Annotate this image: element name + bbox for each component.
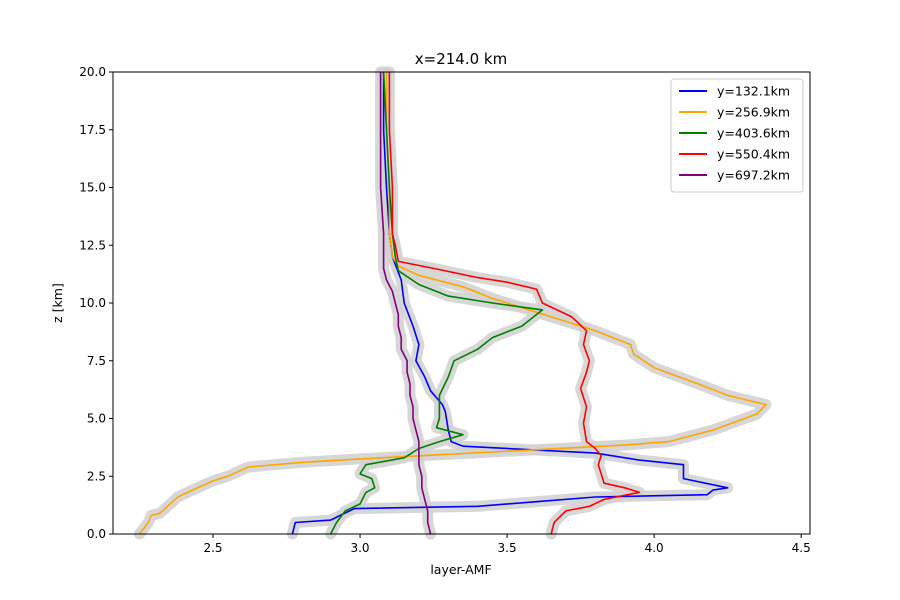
y-tick-label-7: 17.5 [79,123,106,137]
x-tick-label-4: 4.5 [792,541,811,555]
chart-title: x=214.0 km [415,50,507,68]
y-tick-label-6: 15.0 [79,181,106,195]
x-tick-label-2: 3.5 [498,541,517,555]
series-line-4 [379,72,432,535]
series-lines [138,71,767,535]
x-tick-label-3: 4.0 [645,541,664,555]
legend-label-4: y=697.2km [717,168,790,183]
y-axis-ticks: 0.0 2.5 5.0 7.5 10.0 12.5 15.0 17.5 20.0 [79,65,113,541]
legend: y=132.1km y=256.9km y=403.6km y=550.4km y=69… [670,78,804,193]
legend-label-2: y=403.6km [717,126,790,141]
x-axis-label: layer-AMF [430,562,491,577]
y-tick-label-1: 2.5 [87,469,106,483]
series-band-2 [325,66,548,540]
y-tick-label-8: 20.0 [79,65,106,79]
series-line-3 [388,72,641,535]
series-line-2 [329,71,544,535]
y-tick-label-4: 10.0 [79,296,106,310]
y-axis-label: z [km] [50,283,65,323]
x-axis-ticks: 2.5 3.0 3.5 4.0 4.5 [203,534,811,555]
legend-label-0: y=132.1km [717,84,790,99]
y-tick-label-3: 7.5 [87,354,106,368]
series-line-0 [291,72,729,535]
x-tick-label-0: 2.5 [203,541,222,555]
x-tick-label-1: 3.0 [350,541,369,555]
legend-label-1: y=256.9km [717,105,790,120]
y-tick-label-2: 5.0 [87,412,106,426]
legend-label-3: y=550.4km [717,147,790,162]
y-tick-label-5: 12.5 [79,238,106,252]
legend-box [670,78,804,193]
series-line-1 [138,72,767,535]
y-tick-label-0: 0.0 [87,527,106,541]
